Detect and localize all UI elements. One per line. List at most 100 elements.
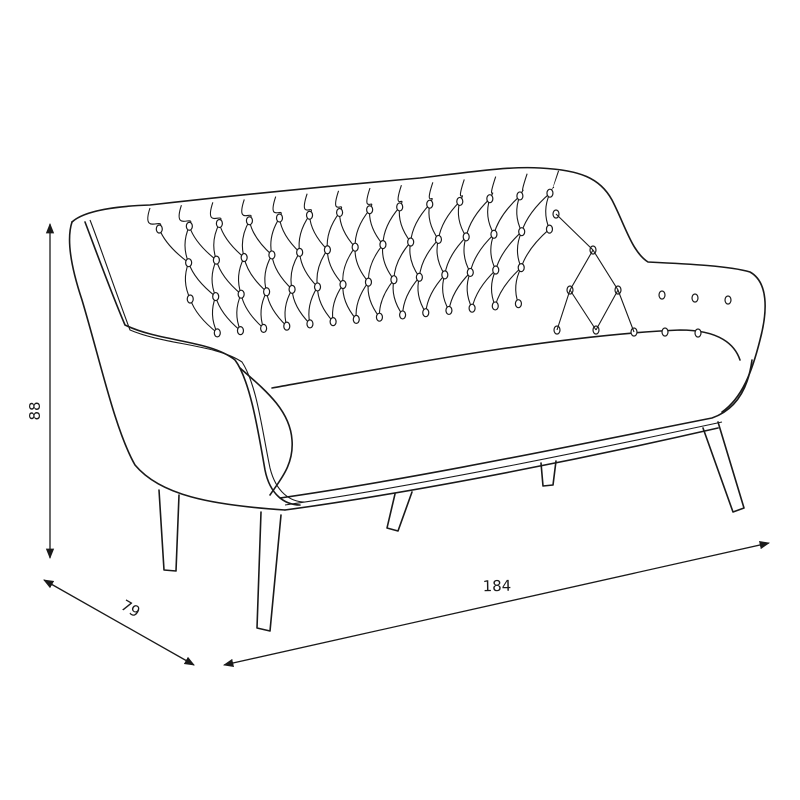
tuft-seam <box>260 291 268 329</box>
width-dimension-line <box>222 540 771 668</box>
tuft-seam <box>490 234 497 271</box>
width-label: 184 <box>482 577 511 595</box>
sofa-body <box>68 166 766 511</box>
backrest-top <box>71 166 766 413</box>
tuft-button <box>185 221 193 231</box>
tuft-seam <box>270 217 280 256</box>
tuft-button <box>658 290 666 300</box>
tuft-button <box>456 196 464 207</box>
tuft-button <box>260 323 268 333</box>
tuft-seam <box>367 244 384 283</box>
tuft-seam <box>378 279 395 318</box>
tuft-button <box>335 207 344 218</box>
tuft-seam <box>188 226 217 261</box>
backrest-tufting <box>147 170 732 338</box>
tuft-button <box>352 314 360 325</box>
tuft-seam <box>284 289 293 327</box>
tuft-seam <box>354 209 371 248</box>
leg-left-back <box>158 489 180 572</box>
tuft-seam <box>444 236 467 275</box>
leg-middle-front <box>386 491 413 532</box>
tuft-seam <box>158 228 189 264</box>
tuft-button <box>212 255 220 265</box>
tuft-seam <box>271 254 293 290</box>
tuft-button <box>490 229 498 239</box>
tuft-seam <box>520 228 550 268</box>
tuft-seam <box>516 231 523 268</box>
seat-back-line <box>271 329 741 389</box>
tuft-button <box>236 326 245 336</box>
tuft-button <box>283 321 291 331</box>
tuft-button <box>366 205 374 215</box>
tuft-button <box>263 287 271 297</box>
tuft-button <box>441 270 449 280</box>
tuft-seam <box>211 296 218 334</box>
tuft-button <box>215 218 223 229</box>
tuft-seam <box>595 289 619 331</box>
tuft-button <box>306 319 314 329</box>
tuft-seam <box>367 282 380 318</box>
tuft-button <box>268 250 276 260</box>
tuft-seam <box>437 201 461 240</box>
tuft-seam <box>218 223 245 258</box>
tuft-button <box>518 227 526 237</box>
tuft-seam <box>354 247 369 283</box>
tuft-seam <box>237 257 245 295</box>
tuft-button <box>415 272 423 282</box>
tuft-seam <box>339 212 356 248</box>
height-label: 88 <box>26 401 44 420</box>
tuft-seam <box>369 209 384 245</box>
tuft-seam <box>316 286 334 323</box>
depth-dimension-line <box>43 579 195 666</box>
tuft-seam <box>515 267 522 304</box>
tuft-seam <box>278 217 301 253</box>
tuft-button <box>186 294 194 304</box>
tuft-button <box>288 284 296 294</box>
tuft-button <box>390 275 398 285</box>
tuft-seam <box>409 241 420 278</box>
seat-piping <box>284 421 723 506</box>
tuft-button <box>296 247 304 257</box>
tuft-seam <box>243 257 267 293</box>
tuft-seam <box>425 274 446 313</box>
tuft-button <box>339 279 347 290</box>
tuft-seam <box>298 214 310 253</box>
tuft-button <box>445 305 453 316</box>
tuft-button <box>323 245 332 255</box>
tuft-button <box>466 267 474 278</box>
tuft-seam <box>381 244 395 281</box>
leg-right <box>702 421 745 513</box>
tuft-seam <box>465 198 491 237</box>
tuft-button <box>396 202 404 212</box>
tuft-button <box>691 293 699 303</box>
tuft-seam <box>545 192 551 230</box>
tuft-button <box>546 188 554 198</box>
tuft-seam <box>240 294 264 329</box>
tuft-seam <box>266 291 288 327</box>
tuft-seam <box>215 259 242 295</box>
tuft-seam <box>490 269 497 307</box>
tuft-button <box>185 258 193 268</box>
tuft-button <box>379 240 387 250</box>
tuft-seam <box>248 220 273 256</box>
tuft-seam <box>402 276 420 315</box>
leg-left-front <box>256 511 282 632</box>
tuft-button <box>275 213 284 223</box>
tuft-seam <box>308 286 318 325</box>
tuft-button <box>407 237 415 247</box>
tuft-seam <box>290 252 301 290</box>
tuft-button <box>245 216 254 226</box>
tuft-seam <box>332 284 344 322</box>
tuft-seam <box>308 215 328 251</box>
tuft-button <box>399 310 407 320</box>
tuft-button <box>545 224 554 234</box>
tuft-seam <box>569 289 597 331</box>
tuft-seam <box>326 249 344 285</box>
tuft-seam <box>487 198 495 235</box>
tuft-seam <box>291 289 311 325</box>
tuft-button <box>426 199 434 209</box>
dimension-lines <box>43 222 771 668</box>
tuft-seam <box>184 262 191 300</box>
tuft-seam <box>516 195 523 232</box>
